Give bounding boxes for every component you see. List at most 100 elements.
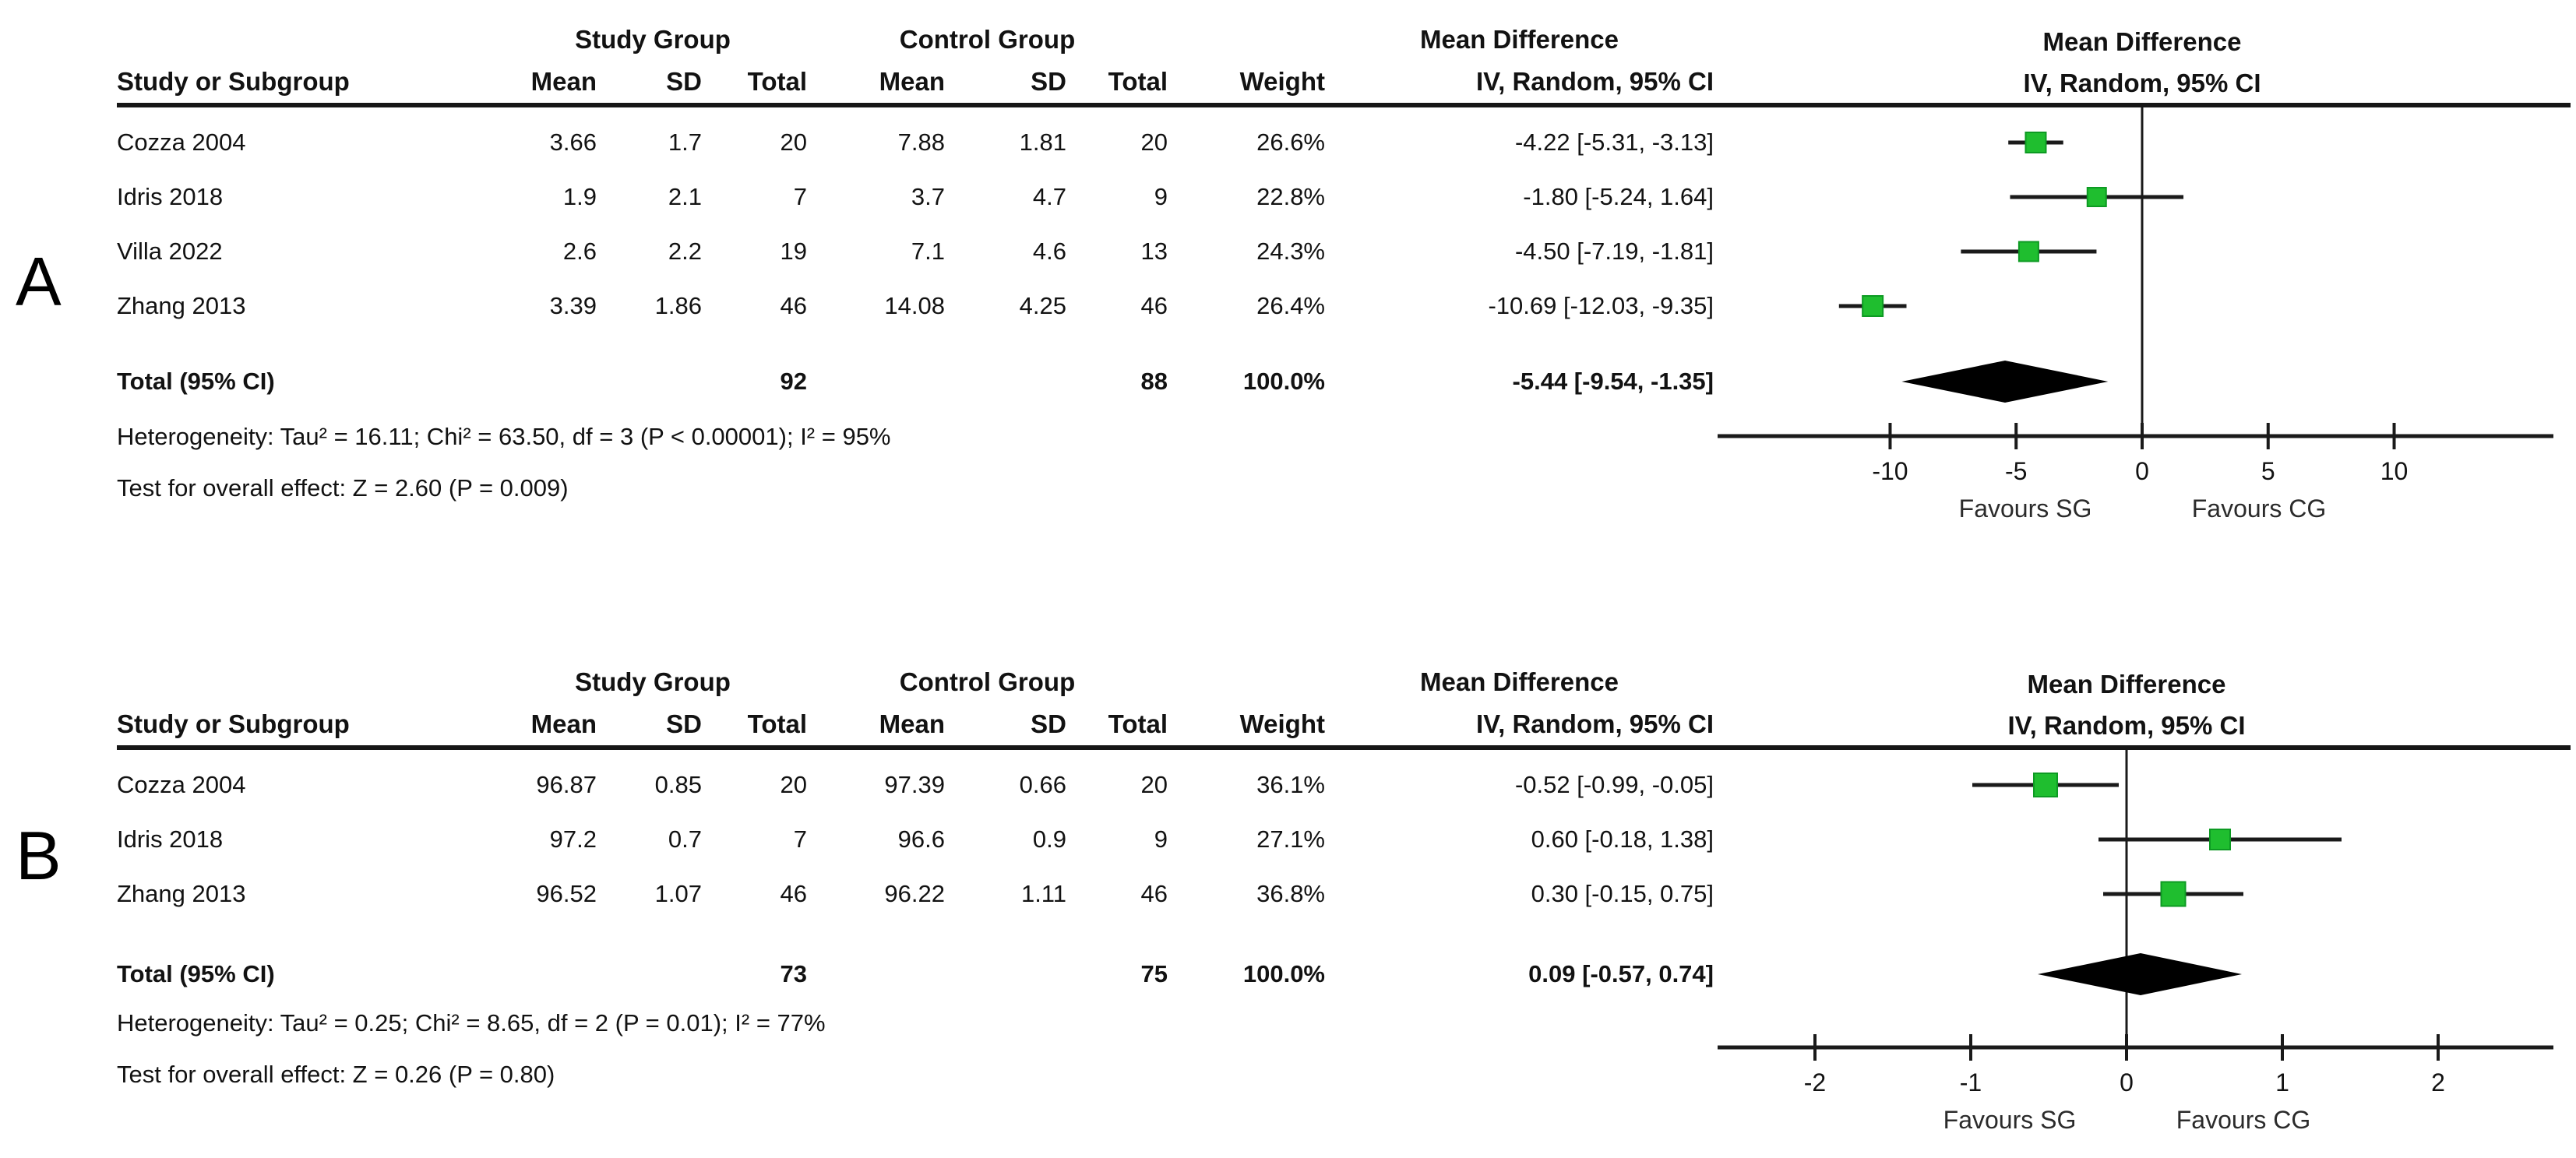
axis-tick-label: -1 bbox=[1960, 1068, 1982, 1096]
sg-sd-cell: 2.1 bbox=[668, 183, 702, 210]
study-name-cell: Cozza 2004 bbox=[117, 771, 246, 798]
cg-total-cell: 46 bbox=[1140, 880, 1168, 907]
study-name-cell: Villa 2022 bbox=[117, 238, 223, 265]
ci-text-cell: -0.52 [-0.99, -0.05] bbox=[1514, 771, 1714, 798]
panel-label: A bbox=[16, 243, 62, 320]
cg-sd-cell: 1.11 bbox=[1020, 880, 1066, 907]
pooled-diamond bbox=[2038, 953, 2242, 995]
weight-cell: 27.1% bbox=[1256, 825, 1325, 853]
ci-text-cell: -4.22 [-5.31, -3.13] bbox=[1514, 128, 1714, 156]
cg-total-cell-header: Total bbox=[1108, 67, 1168, 96]
weight-cell-header: Weight bbox=[1239, 709, 1325, 738]
sg-sd-cell-header: SD bbox=[666, 709, 702, 738]
control-group-header: Control Group bbox=[899, 25, 1076, 54]
sg-total-cell-header: Total bbox=[747, 67, 807, 96]
total-ci-text-cell: 0.09 [-0.57, 0.74] bbox=[1528, 960, 1714, 987]
study-name-cell: Zhang 2013 bbox=[117, 292, 246, 319]
panel-B: B Study Group Control Group Mean Difference… bbox=[0, 658, 2576, 1158]
cg-sd-cell: 0.9 bbox=[1032, 825, 1066, 853]
plot-header-line2: IV, Random, 95% CI bbox=[2007, 711, 2245, 740]
weight-cell-header: Weight bbox=[1239, 67, 1325, 96]
study-row: Zhang 2013 3.39 1.86 46 14.08 4.25 46 26.4% -10.… bbox=[0, 279, 2576, 333]
sg-mean-cell: 2.6 bbox=[562, 238, 597, 265]
favours-left-label: Favours SG bbox=[1943, 1106, 2077, 1134]
sg-sd-cell: 0.7 bbox=[668, 825, 702, 853]
sg-total-cell: 7 bbox=[793, 825, 807, 853]
sg-total-cell: 46 bbox=[780, 292, 807, 319]
study-name-cell: Idris 2018 bbox=[117, 825, 224, 853]
favours-right-label: Favours CG bbox=[2176, 1106, 2310, 1134]
pooled-diamond bbox=[1901, 361, 2109, 403]
cg-sd-cell-header: SD bbox=[1031, 67, 1066, 96]
cg-mean-cell: 96.22 bbox=[884, 880, 945, 907]
weight-cell: 26.4% bbox=[1256, 292, 1325, 319]
header-rule bbox=[117, 103, 2571, 107]
panel-label: B bbox=[16, 817, 62, 894]
effect-square-marker bbox=[2086, 187, 2107, 207]
cg-sd-cell: 0.66 bbox=[1019, 771, 1066, 798]
study-name-cell: Idris 2018 bbox=[117, 183, 224, 210]
total-ci-text-cell: -5.44 [-9.54, -1.35] bbox=[1512, 368, 1714, 395]
cg-mean-cell: 14.08 bbox=[884, 292, 945, 319]
ci-text-cell: -10.69 [-12.03, -9.35] bbox=[1488, 292, 1714, 319]
sg-total-cell-header: Total bbox=[747, 709, 807, 738]
sg-sd-cell: 0.85 bbox=[654, 771, 702, 798]
overall-effect-text: Test for overall effect: Z = 0.26 (P = 0… bbox=[117, 1061, 555, 1088]
study-row: Cozza 2004 96.87 0.85 20 97.39 0.66 20 36.1% -0.… bbox=[0, 758, 2576, 812]
total-row: Total (95% CI) 73 75 100.0% 0.09 [-0.57, 0.7… bbox=[0, 947, 2576, 1001]
cg-total-cell: 9 bbox=[1154, 825, 1168, 853]
study-row: Villa 2022 2.6 2.2 19 7.1 4.6 13 24.3% -4.50 [-7… bbox=[0, 224, 2576, 279]
total-study-name-cell: Total (95% CI) bbox=[117, 368, 275, 395]
total-cg-total-cell: 75 bbox=[1140, 960, 1168, 987]
effect-square-marker bbox=[2025, 132, 2047, 153]
weight-cell: 26.6% bbox=[1256, 128, 1325, 156]
plot-header-line2: IV, Random, 95% CI bbox=[2023, 69, 2261, 97]
effect-group-header: Mean Difference bbox=[1420, 667, 1619, 696]
sg-total-cell: 19 bbox=[780, 238, 807, 265]
sg-total-cell: 7 bbox=[793, 183, 807, 210]
sg-mean-cell-header: Mean bbox=[530, 67, 597, 96]
cg-sd-cell: 4.6 bbox=[1032, 238, 1066, 265]
sg-sd-cell: 1.07 bbox=[654, 880, 702, 907]
cg-total-cell: 20 bbox=[1140, 771, 1168, 798]
study-group-header: Study Group bbox=[575, 25, 731, 54]
total-sg-total-cell: 73 bbox=[780, 960, 807, 987]
effect-square-marker bbox=[2209, 829, 2231, 850]
study-name-cell-header: Study or Subgroup bbox=[117, 709, 350, 738]
effect-square-marker bbox=[2033, 773, 2058, 797]
cg-total-cell: 46 bbox=[1140, 292, 1168, 319]
cg-mean-cell-header: Mean bbox=[879, 67, 945, 96]
cg-mean-cell: 96.6 bbox=[897, 825, 945, 853]
favours-right-label: Favours CG bbox=[2192, 495, 2326, 523]
axis-tick-label: 0 bbox=[2120, 1068, 2134, 1096]
ci-text-cell-header: IV, Random, 95% CI bbox=[1475, 709, 1714, 738]
total-weight-cell: 100.0% bbox=[1242, 960, 1325, 987]
sg-sd-cell: 1.86 bbox=[654, 292, 702, 319]
study-name-cell-header: Study or Subgroup bbox=[117, 67, 350, 96]
weight-cell: 24.3% bbox=[1256, 238, 1325, 265]
effect-square-marker bbox=[2017, 241, 2039, 262]
favours-left-label: Favours SG bbox=[1959, 495, 2092, 523]
sg-mean-cell: 3.39 bbox=[549, 292, 597, 319]
total-cg-total-cell: 88 bbox=[1140, 368, 1168, 395]
forest-plot: Mean Difference IV, Random, 95% CI -10 -5 0 5… bbox=[1718, 27, 2553, 523]
plot-header-line1: Mean Difference bbox=[2028, 670, 2226, 699]
axis-tick-label: -2 bbox=[1804, 1068, 1826, 1096]
cg-mean-cell-header: Mean bbox=[879, 709, 945, 738]
study-group-header: Study Group bbox=[575, 667, 731, 696]
ci-text-cell: 0.30 [-0.15, 0.75] bbox=[1531, 880, 1714, 907]
sg-sd-cell: 2.2 bbox=[668, 238, 702, 265]
axis-tick-label: 2 bbox=[2431, 1068, 2445, 1096]
total-weight-cell: 100.0% bbox=[1242, 368, 1325, 395]
study-row: Cozza 2004 3.66 1.7 20 7.88 1.81 20 26.6% -4.22 … bbox=[0, 115, 2576, 170]
axis-tick-label: 10 bbox=[2380, 457, 2409, 485]
sg-total-cell: 20 bbox=[780, 771, 807, 798]
cg-mean-cell: 97.39 bbox=[884, 771, 945, 798]
sg-mean-cell-header: Mean bbox=[530, 709, 597, 738]
study-row: Idris 2018 97.2 0.7 7 96.6 0.9 9 27.1% 0.60 [-0.… bbox=[0, 812, 2576, 867]
effect-square-marker bbox=[2160, 881, 2187, 907]
axis-tick-label: 0 bbox=[2135, 457, 2149, 485]
plot-header-line1: Mean Difference bbox=[2043, 27, 2242, 56]
sg-total-cell: 20 bbox=[780, 128, 807, 156]
